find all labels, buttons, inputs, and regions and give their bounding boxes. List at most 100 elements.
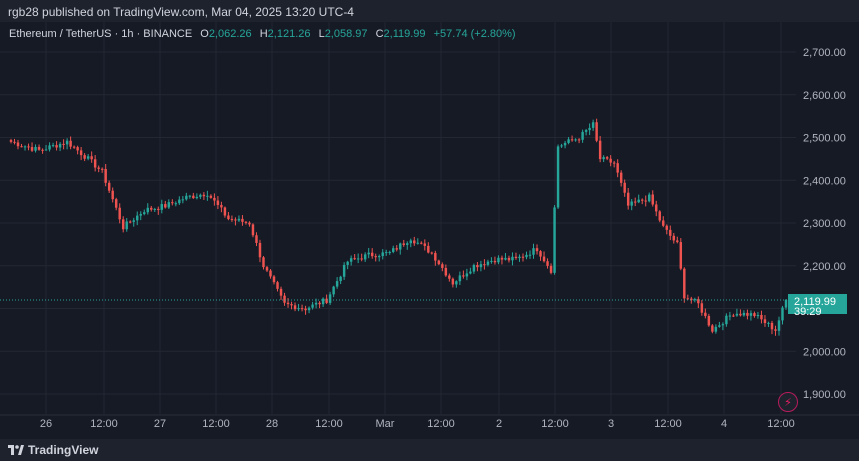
candle-body [335,281,339,287]
candle-body [756,314,760,317]
candle-body [602,157,605,160]
candle-body [399,243,402,250]
candle-body [409,240,413,244]
candle-body [293,305,297,310]
y-tick-label: 1,900.00 [803,389,846,401]
x-tick-label: 12:00 [315,418,343,430]
candle-body [420,242,423,244]
candle-body [472,265,476,272]
candle-body [483,264,486,266]
candle-body [700,303,704,313]
candle-body [672,235,676,241]
high-label: H [259,28,268,40]
candle-body [136,215,139,221]
tradingview-logo[interactable]: TradingView [8,443,98,457]
candle-body [213,197,216,201]
close-value: 2,119.99 [383,28,426,40]
candle-body [55,145,58,148]
candle-body [595,122,598,141]
candle-body [195,196,199,199]
candle-body [227,215,230,220]
x-tick-label: 2 [496,418,502,430]
candle-body [507,257,511,261]
candle-body [321,298,325,305]
candle-body [434,252,437,261]
lightning-icon[interactable]: ⚡ [778,392,798,412]
candle-body [633,201,637,203]
candle-body [30,147,34,151]
candle-body [683,268,686,299]
candle-body [216,200,220,206]
chart-area[interactable]: 1,900.002,000.002,100.002,200.002,300.00… [0,22,859,439]
candle-body [732,315,735,317]
candle-body [111,190,114,200]
candle-body [511,256,514,261]
candle-body [451,278,455,285]
candle-body [241,218,244,222]
candle-body [777,320,781,331]
y-tick-label: 2,500.00 [803,133,846,145]
candle-body [640,199,644,201]
candle-body [353,258,356,260]
candle-body [276,282,279,289]
candle-body [532,248,535,255]
candle-body [370,252,374,257]
candle-body [374,256,377,258]
candle-body [65,140,69,145]
candle-body [490,260,493,262]
candle-body [157,208,160,210]
candle-body [150,207,153,210]
candle-body [763,319,767,324]
candle-body [711,325,714,332]
candle-body [367,252,370,255]
candle-body [514,256,518,259]
x-tick-label: 27 [154,418,166,430]
candle-body [174,203,178,205]
candle-body [146,207,149,213]
candle-body [616,163,619,173]
candle-body [693,299,697,301]
candle-body [143,212,146,215]
y-tick-label: 2,300.00 [803,218,846,230]
candle-body [662,220,665,226]
candle-body [86,156,90,159]
candle-body [76,147,79,151]
candle-body [605,157,609,159]
candle-body [448,275,451,279]
candle-body [248,222,251,225]
ohlc-legend: Ethereum / TetherUS · 1h · BINANCE O2,06… [9,28,516,40]
candle-body [167,202,171,208]
candle-body [535,248,539,252]
candle-body [455,281,458,285]
candle-body [185,195,188,200]
candle-body [427,245,430,253]
last-price: 2,119.99 [794,295,837,308]
candle-body [651,194,654,205]
candle-body [735,313,739,316]
candle-body [16,142,20,147]
candle-body [290,304,293,306]
candle-body [570,139,574,141]
candle-body [742,312,746,316]
chart-background [0,22,859,439]
candle-body [125,221,128,230]
candle-body [220,205,223,208]
y-tick-label: 2,700.00 [803,47,846,59]
candle-body [493,260,497,263]
candle-body [360,258,363,260]
candle-body [48,145,51,150]
candle-body [223,207,227,216]
candle-body [637,199,640,203]
candle-body [20,146,23,148]
candle-body [51,145,55,147]
candlestick-chart[interactable]: 1,900.002,000.002,100.002,200.002,300.00… [0,22,859,439]
candle-body [609,158,612,163]
candle-body [283,295,286,303]
candle-body [34,146,37,151]
x-tick-label: 12:00 [541,418,569,430]
candle-body [342,264,346,277]
bar-countdown: 39:29 [794,305,822,318]
candle-body [392,248,395,252]
candle-body [44,149,48,151]
candle-body [686,298,690,300]
